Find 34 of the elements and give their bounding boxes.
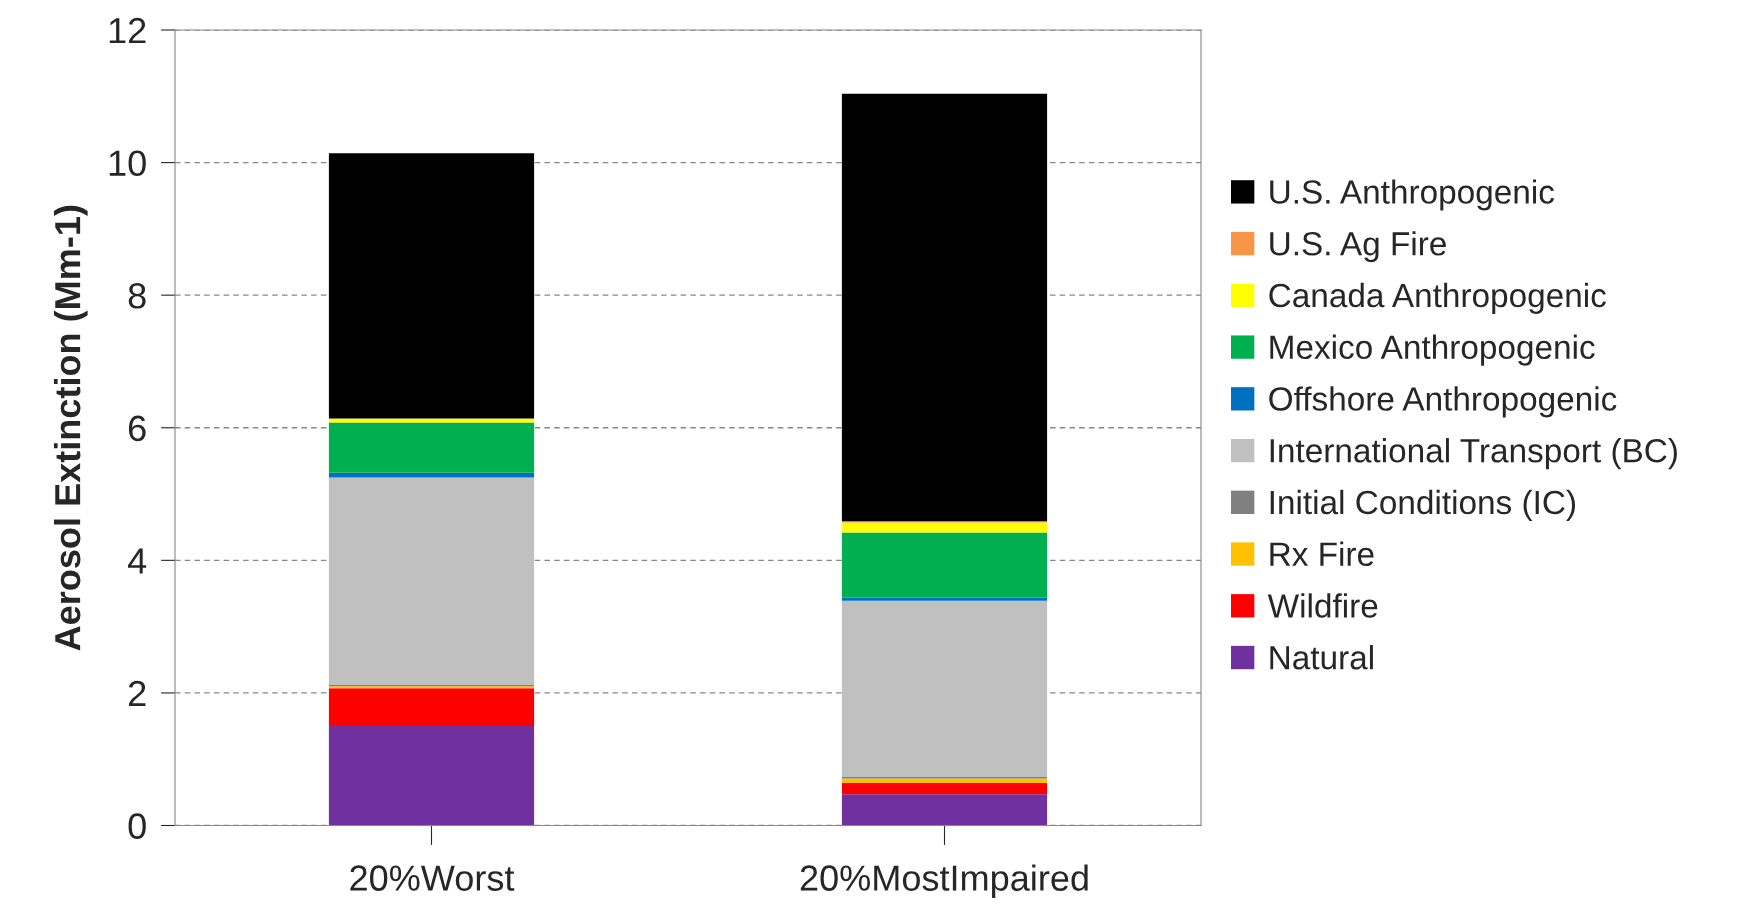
bar	[328, 688, 535, 727]
x-tick-label: 20%MostImpaired	[800, 864, 1088, 899]
y-tick-label: 0	[128, 813, 146, 839]
bar	[841, 597, 1048, 601]
bar	[841, 778, 1048, 784]
bar	[328, 418, 535, 423]
legend-label: Initial Conditions (IC)	[1270, 489, 1575, 521]
legend-label: U.S. Anthropogenic	[1270, 179, 1555, 211]
bar	[841, 532, 1048, 598]
bar	[328, 726, 535, 826]
y-tick-label: 10	[109, 150, 146, 177]
bar	[841, 600, 1048, 777]
y-tick-label: 2	[128, 680, 146, 706]
bar	[328, 477, 535, 685]
y-tick-label: 4	[127, 548, 147, 574]
legend-label: Rx Fire	[1270, 541, 1374, 567]
legend-label: Mexico Anthropogenic	[1270, 334, 1595, 366]
legend-label: International Transport (BC)	[1270, 438, 1677, 470]
legend-label: Offshore Anthropogenic	[1269, 386, 1617, 418]
bar	[328, 153, 535, 419]
y-tick-label: 12	[109, 17, 146, 44]
bar	[328, 422, 535, 473]
legend-label: U.S. Ag Fire	[1270, 231, 1446, 263]
legend-label: Natural	[1270, 645, 1373, 670]
y-tick-label: 8	[128, 283, 146, 309]
x-tick-label: 20%Worst	[350, 865, 515, 891]
y-tick-label: 6	[128, 415, 146, 442]
bar	[841, 794, 1048, 826]
legend-label: Canada Anthropogenic	[1269, 282, 1606, 314]
y-axis-title: Aerosol Extinction (Mm-1)	[53, 205, 88, 651]
bar	[841, 522, 1048, 533]
bar	[841, 93, 1048, 522]
bar	[841, 783, 1048, 795]
legend-label: Wildfire	[1267, 593, 1378, 618]
